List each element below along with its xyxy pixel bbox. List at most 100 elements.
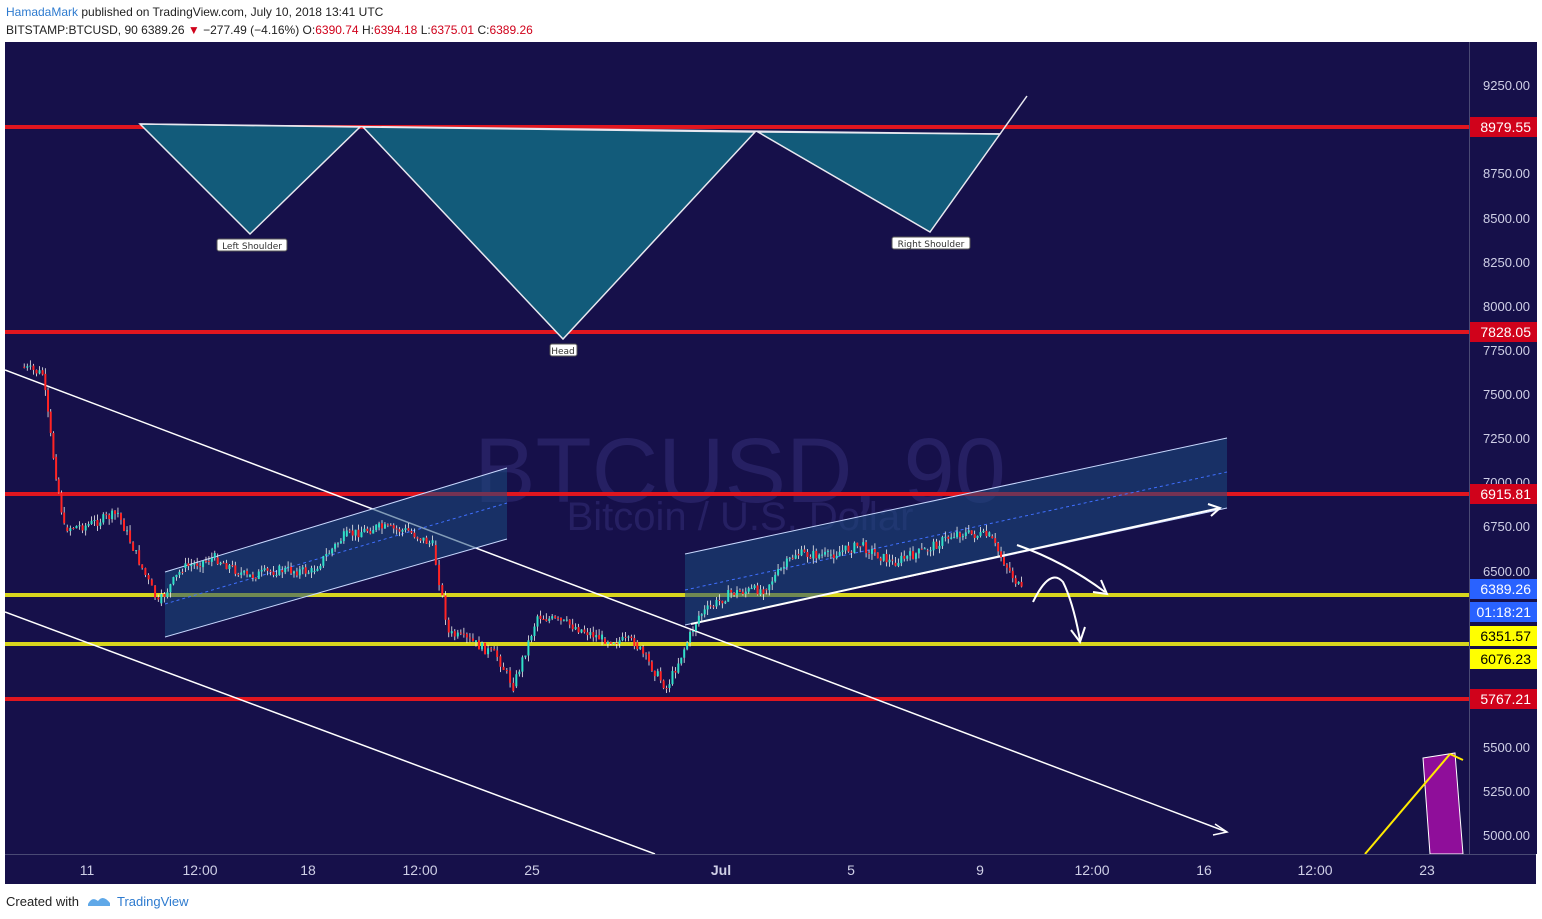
trendline-arrow-head: [1212, 823, 1229, 836]
candle-body: [392, 525, 395, 529]
publish-info: HamadaMark published on TradingView.com,…: [6, 5, 383, 19]
svg-text:Right Shoulder: Right Shoulder: [898, 240, 965, 250]
price-tick: 6750.00: [1483, 519, 1530, 535]
candle-body: [961, 536, 964, 538]
candle-body: [193, 563, 196, 565]
left-shoulder-shape[interactable]: [138, 123, 362, 236]
descending-trendline-lower[interactable]: [5, 611, 656, 854]
price-axis[interactable]: 9250.00 8750.00 8500.00 8250.00 8000.00 7750.…: [1469, 42, 1537, 854]
indicator-box[interactable]: [1422, 752, 1464, 854]
candle-body: [132, 542, 135, 551]
candle-body: [243, 570, 246, 573]
right-shoulder-shape[interactable]: [755, 131, 1002, 233]
candle-body: [438, 564, 441, 586]
candle-body: [23, 366, 26, 368]
candle-body: [111, 510, 114, 520]
candle-body: [351, 530, 354, 536]
price-tick: 5250.00: [1483, 784, 1530, 800]
candle-body: [456, 632, 459, 637]
open-value: 6390.74: [315, 23, 359, 37]
candle-body: [718, 599, 721, 601]
candle-body: [169, 584, 172, 593]
candle-body: [621, 636, 624, 641]
chart-pane[interactable]: BTCUSD, 90 Bitcoin / U.S. Dollar Left Sh…: [5, 42, 1537, 885]
candle-body: [126, 530, 129, 532]
author-link[interactable]: HamadaMark: [6, 5, 79, 19]
descending-trendline-upper[interactable]: [5, 369, 1228, 833]
candle-body: [562, 619, 565, 621]
projection-arrow-2[interactable]: [1032, 576, 1081, 641]
candle-body: [63, 512, 66, 524]
open-label: O:: [302, 23, 316, 37]
candle-body: [645, 653, 648, 655]
candle-body: [724, 601, 727, 604]
candle-body: [381, 523, 384, 529]
neckline[interactable]: [139, 123, 1001, 135]
down-arrow-icon: ▼: [187, 23, 200, 37]
time-axis[interactable]: 11 12:00 18 12:00 25 Jul 5 9 12:00 16 12:00 23: [5, 854, 1536, 885]
price-tick: 5000.00: [1483, 828, 1530, 844]
candle-body: [518, 671, 521, 675]
candle-body: [49, 411, 52, 433]
chart-canvas[interactable]: BTCUSD, 90 Bitcoin / U.S. Dollar Left Sh…: [5, 42, 1469, 854]
candle-body: [263, 568, 266, 570]
candle-body: [266, 568, 269, 571]
candle-body: [295, 571, 298, 576]
candle-body: [938, 545, 941, 549]
symbol-info: BITSTAMP:BTCUSD, 90 6389.26 ▼ −277.49 (−…: [6, 23, 533, 37]
tradingview-link[interactable]: TradingView: [117, 894, 189, 909]
candle-body: [178, 571, 181, 575]
candle-body: [580, 629, 583, 633]
neckline-extension[interactable]: [999, 95, 1028, 135]
candle-body: [431, 540, 434, 544]
candle-body: [462, 633, 465, 635]
candlestick-series[interactable]: [23, 360, 1023, 693]
candle-body: [809, 556, 812, 559]
candle-body: [275, 574, 278, 576]
price-tag: 6389.26: [1470, 579, 1537, 599]
candle-body: [216, 557, 219, 565]
channel-top-right[interactable]: [684, 437, 1228, 555]
time-label: 23: [1419, 862, 1435, 878]
candle-body: [791, 557, 794, 559]
candle-body: [102, 514, 105, 523]
candle-body: [756, 585, 759, 595]
candle-body: [533, 626, 536, 636]
tradingview-logo-icon[interactable]: [86, 892, 112, 908]
candle-body: [459, 632, 462, 634]
candle-body: [536, 616, 539, 627]
candle-body: [812, 550, 815, 559]
candle-body: [499, 656, 502, 667]
projection-arrow-1[interactable]: [1016, 544, 1106, 593]
yellow-trendline[interactable]: [1364, 753, 1451, 854]
channel-top-left[interactable]: [164, 467, 508, 573]
candle-body: [782, 566, 785, 569]
candle-body: [453, 631, 456, 637]
candle-body: [636, 642, 639, 649]
head-shape[interactable]: [361, 126, 757, 341]
time-label: 12:00: [402, 862, 438, 878]
candle-body: [606, 642, 609, 644]
candle-body: [917, 548, 920, 554]
channel-bottom-left[interactable]: [164, 538, 508, 638]
candle-body: [539, 615, 542, 620]
candle-body: [765, 589, 768, 591]
candle-body: [410, 530, 413, 533]
candle-body: [96, 520, 99, 526]
candle-body: [57, 479, 60, 493]
candle-body: [395, 528, 398, 530]
candle-body: [474, 640, 477, 643]
candle-body: [1020, 581, 1023, 587]
candle-body: [703, 609, 706, 615]
candle-body: [369, 531, 372, 534]
candle-body: [41, 370, 44, 375]
candle-body: [780, 568, 783, 570]
candle-body: [565, 619, 568, 621]
candle-body: [530, 635, 533, 641]
candle-body: [99, 522, 102, 526]
candle-body: [389, 525, 392, 527]
channel-extension-arrow[interactable]: [690, 507, 1221, 625]
candle-body: [568, 619, 571, 625]
time-label: 16: [1196, 862, 1212, 878]
close-label: C:: [477, 23, 490, 37]
